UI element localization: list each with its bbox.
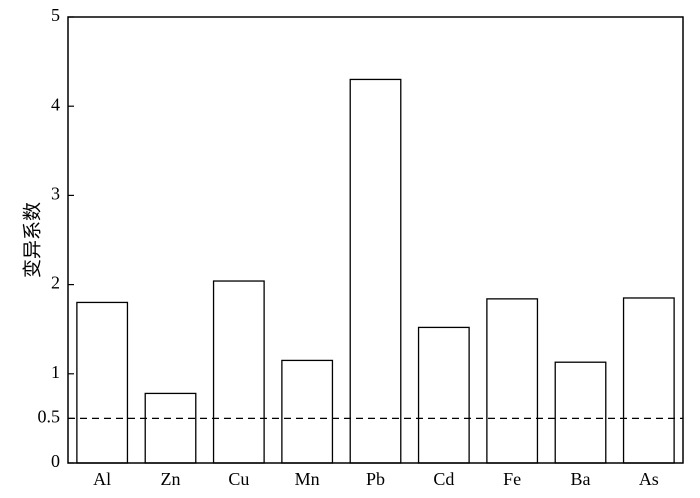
plot-frame — [67, 16, 684, 464]
x-tick-label: Ba — [571, 469, 591, 489]
bar — [622, 297, 675, 464]
x-tick-label: Al — [93, 469, 111, 489]
x-tick-label: Pb — [366, 469, 385, 489]
bar — [212, 280, 265, 464]
y-tick-label: 1 — [51, 362, 60, 382]
y-tick-label: 2 — [51, 273, 60, 293]
x-tick-label: Zn — [161, 469, 181, 489]
bar — [486, 298, 539, 464]
y-tick-label: 5 — [51, 5, 60, 25]
x-tick-label: Cd — [433, 469, 454, 489]
bar — [349, 78, 402, 464]
x-tick-label: Mn — [295, 469, 320, 489]
y-tick-label: 4 — [51, 94, 60, 114]
y-tick-label: 0 — [51, 451, 60, 471]
y-tick-label: 0.5 — [38, 407, 61, 427]
bar — [76, 301, 129, 464]
bar — [144, 392, 197, 464]
bar — [554, 361, 607, 464]
x-tick-label: As — [639, 469, 659, 489]
y-tick-label: 3 — [51, 184, 60, 204]
bar — [281, 359, 334, 464]
y-axis-label: 变异系数 — [22, 202, 44, 278]
x-tick-label: Fe — [503, 469, 521, 489]
x-tick-label: Cu — [228, 469, 249, 489]
bar — [417, 326, 470, 464]
